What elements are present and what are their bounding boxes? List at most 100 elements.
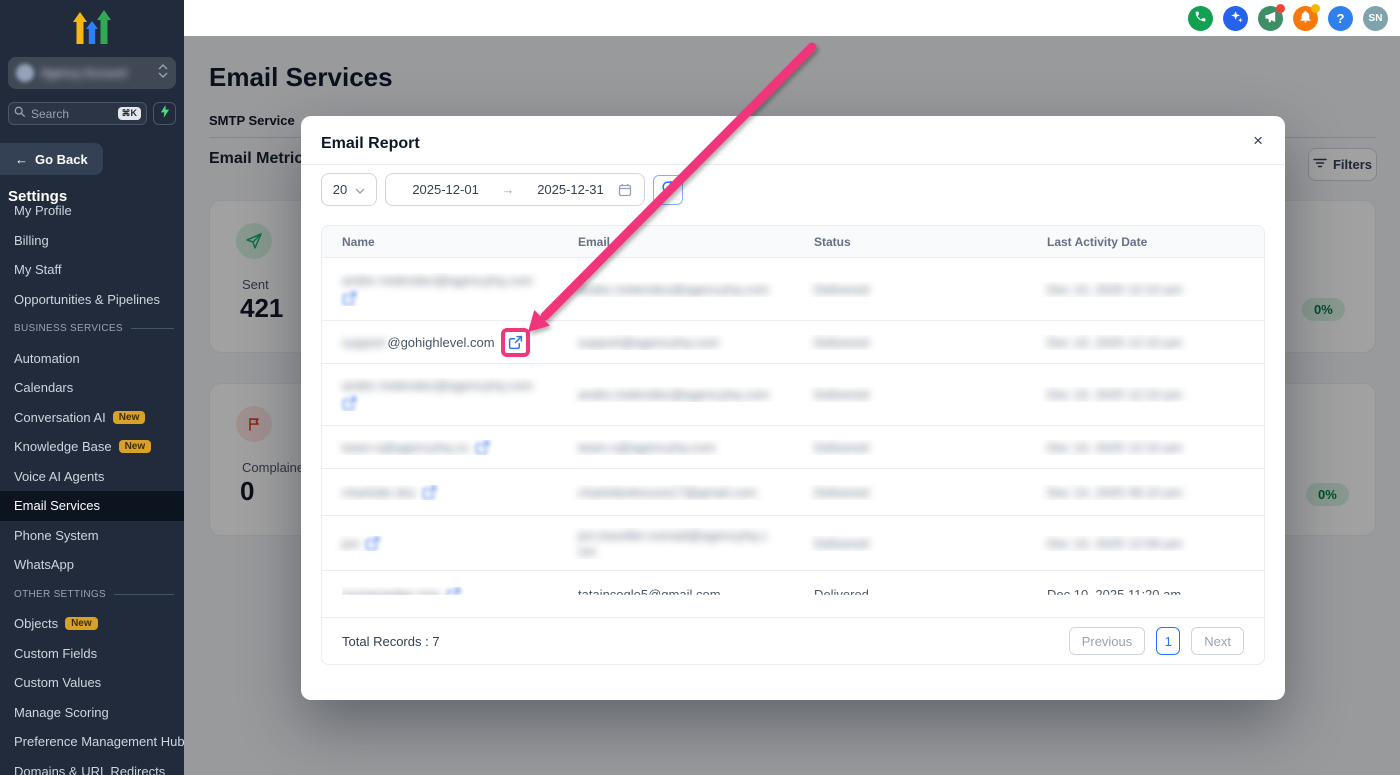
redacted-name: support (342, 334, 386, 350)
help-button[interactable]: ? (1328, 5, 1353, 31)
redacted-name: charlotte dsz (342, 484, 416, 500)
close-icon[interactable]: × (1253, 131, 1263, 150)
sidebar-section-business-services: BUSINESS SERVICES (0, 314, 184, 344)
chevron-up-down-icon (158, 63, 168, 83)
sidebar-item-automation[interactable]: Automation (14, 350, 80, 366)
sidebar-item-calendars[interactable]: Calendars (14, 380, 74, 396)
sidebar-item-objects[interactable]: Objects New (0, 609, 184, 639)
open-email-details-icon[interactable] (342, 396, 357, 411)
redacted-date: Dec 10, 2025 12:10 pm (1047, 439, 1183, 455)
metric-value: 421 (240, 293, 284, 323)
back-arrow-icon: ← (15, 151, 28, 167)
sidebar-item-my-staff[interactable]: My Staff (14, 262, 62, 278)
table-row: charlotte dsz charlottedsouza17@gmail.co… (322, 469, 1264, 516)
column-header-status: Status (814, 234, 851, 249)
go-back-button[interactable]: ← Go Back (0, 143, 103, 175)
annotation-highlight-box (500, 327, 530, 357)
email-cell: tataincoglo5@gmail.com (578, 586, 721, 602)
redacted-status: Delivered (814, 334, 869, 350)
open-email-details-icon[interactable] (446, 587, 461, 595)
open-email-details-icon[interactable] (508, 335, 523, 350)
sidebar-item-phone-system[interactable]: Phone System (14, 527, 99, 543)
sidebar-item-knowledge-base[interactable]: Knowledge Base New (0, 432, 184, 462)
sidebar-item-my-profile[interactable]: My Profile (14, 203, 72, 219)
sidebar-item-voice-ai-agents[interactable]: Voice AI Agents (14, 468, 105, 484)
new-badge: New (65, 617, 98, 631)
metric-label: Complained (242, 460, 312, 475)
open-email-details-icon[interactable] (422, 485, 437, 500)
open-email-details-icon[interactable] (342, 291, 357, 306)
redacted-date: Dec 10, 2025 12:10 pm (1047, 281, 1183, 297)
sidebar-item-email-services[interactable]: Email Services (0, 491, 184, 521)
tab-smtp-service[interactable]: SMTP Service (209, 113, 295, 128)
user-avatar[interactable]: SN (1363, 5, 1388, 31)
next-page-button[interactable]: Next (1191, 627, 1244, 655)
sidebar-item-billing[interactable]: Billing (14, 232, 49, 248)
send-icon (236, 223, 272, 259)
phone-icon (1194, 10, 1207, 26)
report-controls: 20 2025-12-01 → 2025-12-31 (321, 173, 683, 206)
filters-button[interactable]: Filters (1308, 148, 1377, 181)
date-range-picker[interactable]: 2025-12-01 → 2025-12-31 (385, 173, 645, 206)
announcements-button[interactable] (1258, 3, 1285, 31)
redacted-status: Delivered (814, 281, 869, 297)
page-size-select[interactable]: 20 (321, 173, 377, 206)
table-row: journeyedge mrg tataincoglo5@gmail.com D… (322, 571, 1264, 618)
filter-icon (1313, 156, 1327, 173)
table-row: andre melendez@agencyhq.com andre.melend… (322, 364, 1264, 426)
open-email-details-icon[interactable] (365, 536, 380, 551)
sidebar-item-custom-fields[interactable]: Custom Fields (14, 645, 98, 661)
redacted-date: Dec 10, 2025 06:10 pm (1047, 484, 1183, 500)
topbar: ? SN (184, 0, 1400, 36)
new-badge: New (118, 440, 152, 454)
quick-actions-button[interactable] (153, 102, 176, 125)
column-header-email: Email (578, 234, 611, 249)
redacted-name: journeyedge mrg (342, 586, 440, 602)
sidebar-item-domains-url-redirects[interactable]: Domains & URL Redirects (14, 763, 166, 775)
name-domain-text: @gohighlevel.com (387, 334, 495, 350)
metric-label: Sent (242, 277, 269, 292)
redacted-status: Delivered (814, 439, 869, 455)
sidebar-item-custom-values[interactable]: Custom Values (14, 675, 102, 691)
column-header-name: Name (342, 234, 375, 249)
sidebar: Agency Account Search ⌘K ← Go Back (0, 0, 184, 775)
bell-icon (1299, 10, 1312, 26)
sidebar-item-preference-management-hub[interactable]: Preference Management Hub (14, 734, 184, 750)
sidebar-item-conversation-ai[interactable]: Conversation AI New (0, 403, 184, 433)
email-report-modal: Email Report × 20 2025-12-01 → 2025-12-3… (301, 116, 1285, 700)
notification-dot-yellow (1311, 3, 1320, 13)
ai-assistant-button[interactable] (1223, 5, 1248, 31)
settings-title: Settings (8, 188, 68, 205)
search-icon (14, 105, 26, 123)
redacted-date: Dec 10, 2025 12:10 pm (1047, 334, 1183, 350)
email-report-table: Name Email Status Last Activity Date and… (321, 225, 1265, 665)
megaphone-icon (1264, 10, 1277, 26)
account-switcher[interactable]: Agency Account (8, 57, 176, 89)
date-cell: Dec 10, 2025 11:20 am (1047, 586, 1182, 602)
sidebar-item-whatsapp[interactable]: WhatsApp (14, 557, 74, 573)
sidebar-item-opportunities-pipelines[interactable]: Opportunities & Pipelines (14, 291, 160, 307)
redacted-status: Delivered (814, 535, 869, 551)
current-page-button[interactable]: 1 (1156, 627, 1181, 655)
modal-title: Email Report (321, 135, 420, 152)
metric-value: 0 (240, 476, 255, 506)
total-records-label: Total Records : 7 (342, 633, 440, 649)
lightning-bolt-icon (160, 104, 170, 123)
previous-page-button[interactable]: Previous (1068, 627, 1146, 655)
redacted-date: Dec 10, 2025 12:10 pm (1047, 387, 1183, 402)
notification-dot-red (1276, 3, 1285, 13)
section-divider (113, 593, 174, 595)
open-email-details-icon[interactable] (475, 440, 490, 455)
flag-icon (236, 406, 272, 442)
table-row: team-s@agencyhq.co team-s@agencyhq.com D… (322, 426, 1264, 469)
phone-button[interactable] (1188, 5, 1213, 31)
redacted-date: Dec 10, 2025 12:06 pm (1047, 535, 1183, 551)
redacted-name: andre melendez@agencyhq.com (342, 272, 533, 288)
page-size-value: 20 (332, 182, 348, 197)
notifications-button[interactable] (1293, 3, 1320, 31)
search-input[interactable]: Search ⌘K (8, 102, 147, 125)
refresh-button[interactable] (653, 174, 683, 205)
sidebar-item-manage-scoring[interactable]: Manage Scoring (14, 704, 109, 720)
table-header-row: Name Email Status Last Activity Date (322, 226, 1264, 258)
column-header-last-activity: Last Activity Date (1047, 234, 1148, 249)
